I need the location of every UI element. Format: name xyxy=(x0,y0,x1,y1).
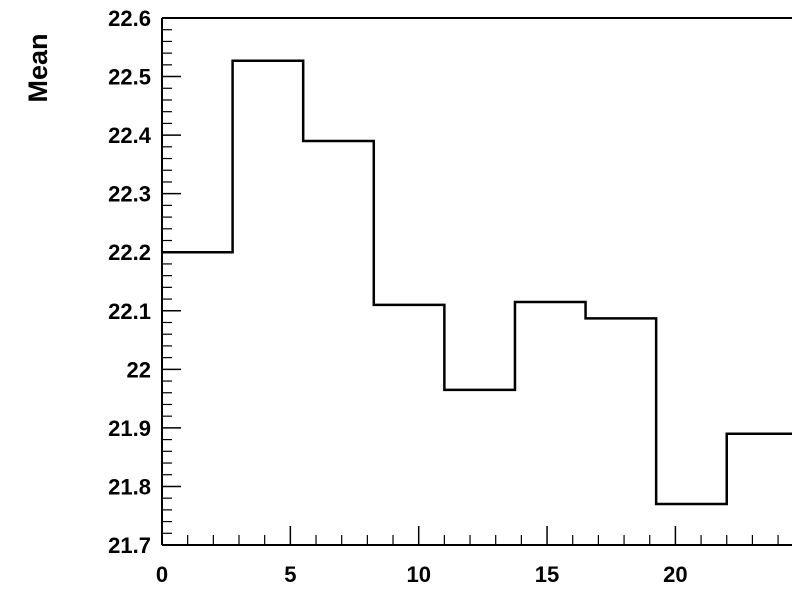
y-tick-label: 22.1 xyxy=(108,299,151,324)
x-tick-label: 5 xyxy=(284,562,296,587)
x-tick-label: 10 xyxy=(406,562,430,587)
x-tick-label: 0 xyxy=(156,562,168,587)
y-tick-label: 22.6 xyxy=(108,6,151,31)
y-tick-label: 22.4 xyxy=(108,123,152,148)
y-tick-label: 22.2 xyxy=(108,240,151,265)
y-tick-label: 22.5 xyxy=(108,65,151,90)
y-tick-label: 21.8 xyxy=(108,474,151,499)
histogram-series-line xyxy=(162,59,792,506)
y-tick-label: 21.7 xyxy=(108,533,151,558)
x-tick-label: 15 xyxy=(535,562,559,587)
y-axis-title: Mean xyxy=(23,33,53,102)
x-tick-label: 20 xyxy=(663,562,687,587)
y-tick-label: 22.3 xyxy=(108,182,151,207)
y-tick-label: 22 xyxy=(127,357,151,382)
y-tick-label: 21.9 xyxy=(108,416,151,441)
